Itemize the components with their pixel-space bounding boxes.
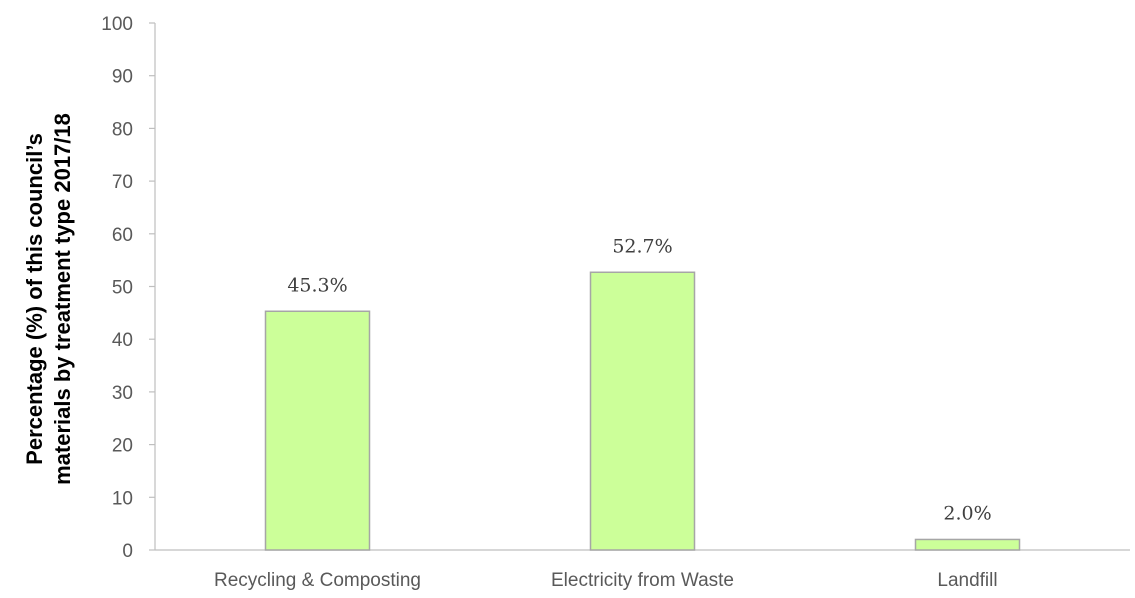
x-tick-label: Electricity from Waste — [551, 570, 734, 591]
y-tick-label: 90 — [112, 67, 133, 88]
bar-series — [264, 271, 1021, 551]
x-tick-label: Recycling & Composting — [214, 570, 421, 591]
x-axis-category-labels: Recycling & Composting Electricity from W… — [214, 570, 998, 591]
data-label: 45.3% — [287, 274, 347, 296]
data-labels: 45.3% 52.7% 2.0% — [287, 235, 991, 524]
y-tick-label: 70 — [112, 172, 133, 193]
data-label: 52.7% — [612, 235, 672, 257]
y-tick-label: 20 — [112, 436, 133, 457]
y-tick-label: 0 — [122, 541, 133, 562]
y-axis-title-line-2: materials by treatment type 2017/18 — [50, 113, 75, 485]
bar — [914, 538, 1021, 551]
y-tick-label: 10 — [112, 488, 133, 509]
y-tick-label: 40 — [112, 330, 133, 351]
y-axis-ticks: 0 10 20 30 40 50 60 70 80 90 100 — [101, 14, 155, 562]
y-tick-label: 60 — [112, 225, 133, 246]
y-tick-label: 50 — [112, 278, 133, 299]
bar — [264, 310, 371, 551]
data-label: 2.0% — [943, 502, 991, 524]
x-tick-label: Landfill — [937, 570, 997, 591]
y-tick-label: 30 — [112, 383, 133, 404]
y-tick-label: 80 — [112, 119, 133, 140]
y-tick-label: 100 — [101, 14, 133, 35]
bar — [589, 271, 696, 551]
y-axis-title: Percentage (%) of this council’s materia… — [22, 113, 75, 485]
y-axis-title-line-1: Percentage (%) of this council’s — [22, 133, 47, 465]
